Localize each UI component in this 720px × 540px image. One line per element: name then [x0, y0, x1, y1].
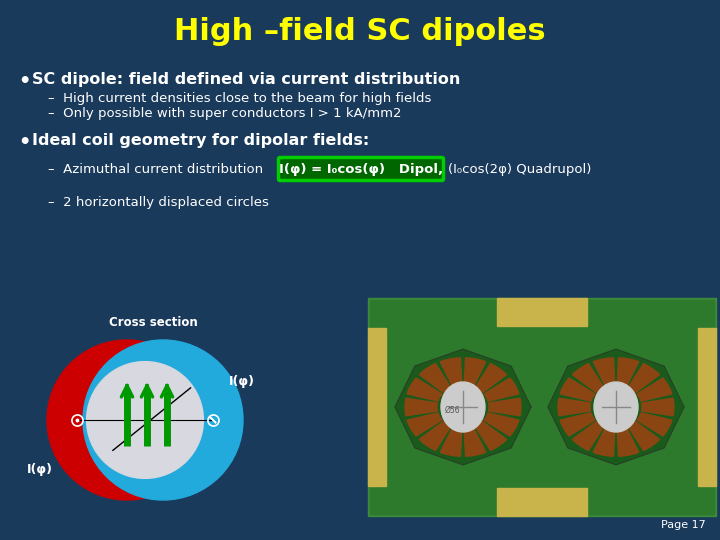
Text: High –field SC dipoles: High –field SC dipoles	[174, 17, 546, 46]
Polygon shape	[464, 427, 486, 456]
Polygon shape	[419, 363, 451, 393]
Circle shape	[86, 362, 204, 478]
Text: –  High current densities close to the beam for high fields: – High current densities close to the be…	[48, 92, 431, 105]
Polygon shape	[489, 398, 521, 416]
Text: I(φ): I(φ)	[27, 463, 53, 476]
Polygon shape	[560, 413, 595, 436]
Text: Page 17: Page 17	[661, 520, 706, 530]
Text: Cross section: Cross section	[109, 315, 197, 328]
Bar	[497, 488, 587, 516]
Polygon shape	[440, 357, 462, 387]
Bar	[698, 328, 716, 486]
Text: (I₀cos(2φ) Quadrupol): (I₀cos(2φ) Quadrupol)	[448, 163, 591, 176]
Polygon shape	[629, 422, 660, 450]
Polygon shape	[475, 363, 507, 393]
Bar	[497, 298, 587, 326]
Polygon shape	[484, 413, 519, 436]
Polygon shape	[395, 349, 531, 465]
Text: •: •	[18, 72, 30, 91]
Polygon shape	[629, 363, 660, 393]
Polygon shape	[407, 378, 442, 401]
Ellipse shape	[441, 382, 485, 432]
Text: •: •	[18, 133, 30, 152]
Polygon shape	[617, 427, 639, 456]
Polygon shape	[560, 378, 595, 401]
Text: –  Azimuthal current distribution: – Azimuthal current distribution	[48, 163, 267, 176]
Polygon shape	[475, 422, 507, 450]
Text: I(φ) = I₀cos(φ)   Dipol,: I(φ) = I₀cos(φ) Dipol,	[279, 163, 443, 176]
Polygon shape	[558, 398, 590, 416]
Polygon shape	[484, 378, 519, 401]
FancyBboxPatch shape	[279, 158, 444, 180]
Polygon shape	[464, 357, 486, 387]
Ellipse shape	[594, 382, 638, 432]
Text: –  2 horizontally displaced circles: – 2 horizontally displaced circles	[48, 196, 269, 209]
Polygon shape	[572, 363, 603, 393]
Bar	[368, 298, 716, 516]
Polygon shape	[642, 398, 674, 416]
Polygon shape	[419, 422, 451, 450]
Text: I(φ): I(φ)	[229, 375, 255, 388]
Bar	[370, 300, 714, 514]
Text: SC dipole: field defined via current distribution: SC dipole: field defined via current dis…	[32, 72, 460, 87]
Polygon shape	[407, 413, 442, 436]
Polygon shape	[593, 427, 615, 456]
Circle shape	[47, 340, 207, 500]
Text: –  Only possible with super conductors I > 1 kA/mm2: – Only possible with super conductors I …	[48, 107, 402, 120]
Circle shape	[83, 340, 243, 500]
Polygon shape	[440, 427, 462, 456]
Bar	[368, 328, 386, 486]
Polygon shape	[572, 422, 603, 450]
Polygon shape	[637, 413, 672, 436]
Polygon shape	[405, 398, 438, 416]
Polygon shape	[593, 357, 615, 387]
Text: Ø56: Ø56	[444, 406, 460, 415]
Polygon shape	[548, 349, 684, 465]
Polygon shape	[637, 378, 672, 401]
Text: Ideal coil geometry for dipolar fields:: Ideal coil geometry for dipolar fields:	[32, 133, 369, 148]
Polygon shape	[617, 357, 639, 387]
